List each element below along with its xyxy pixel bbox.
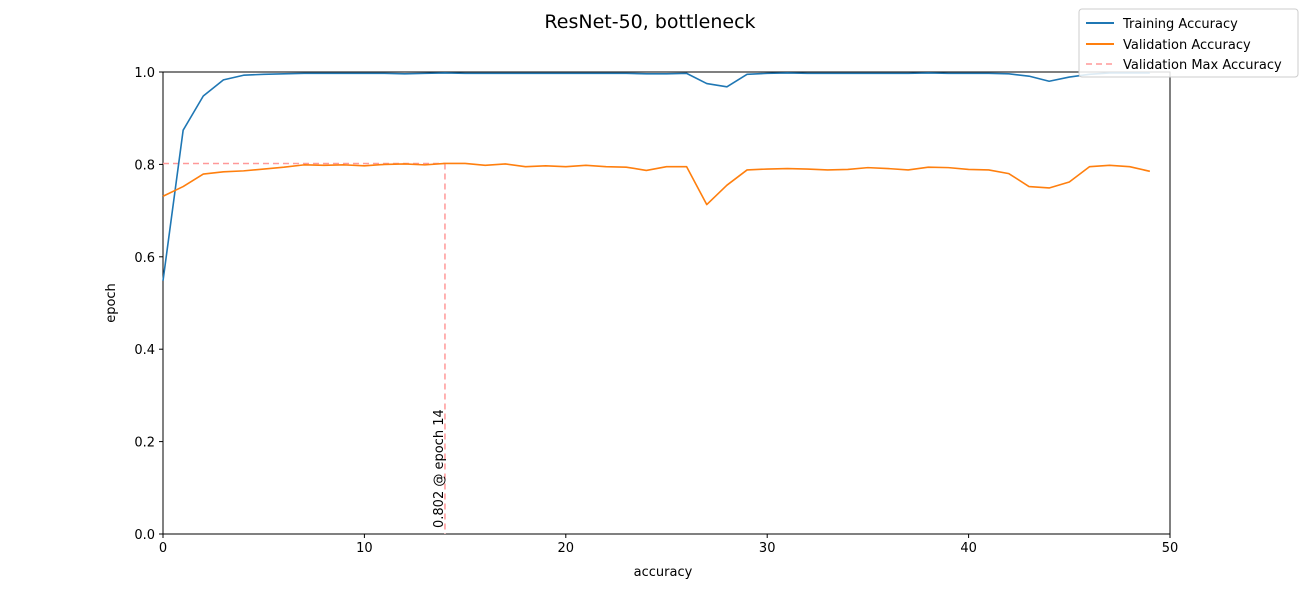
y-axis: 0.0 0.2 0.4 0.6 0.8 1.0 <box>134 66 163 543</box>
x-tick-label: 0 <box>159 541 167 556</box>
legend-box <box>1078 8 1299 78</box>
y-tick-label: 0.2 <box>134 436 155 451</box>
x-tick-label: 10 <box>356 541 373 556</box>
max-annotation: 0.802 @ epoch 14 <box>432 409 447 528</box>
series-lines <box>162 72 1151 281</box>
legend-label-validation: Validation Accuracy <box>1123 38 1251 53</box>
x-axis: 0 10 20 30 40 50 <box>159 534 1178 556</box>
plot-area: 0.802 @ epoch 14 <box>162 71 1171 535</box>
series-line-1 <box>162 162 1151 206</box>
y-tick-label: 0.8 <box>134 158 155 173</box>
y-tick-label: 0.0 <box>134 528 155 543</box>
x-axis-label: accuracy <box>634 565 693 580</box>
series-line-0 <box>162 72 1150 281</box>
x-tick-label: 50 <box>1162 541 1179 556</box>
x-tick-label: 40 <box>960 541 977 556</box>
legend-label-training: Training Accuracy <box>1122 17 1238 32</box>
y-tick-label: 0.6 <box>134 251 155 266</box>
chart-title: ResNet-50, bottleneck <box>544 11 755 33</box>
x-tick-label: 20 <box>558 541 575 556</box>
legend: Training Accuracy Validation Accuracy Va… <box>1078 8 1299 78</box>
y-tick-label: 1.0 <box>134 66 155 81</box>
plot-frame <box>162 71 1171 535</box>
legend-label-max: Validation Max Accuracy <box>1123 58 1282 73</box>
x-tick-label: 30 <box>759 541 776 556</box>
y-axis-label: epoch <box>104 283 119 323</box>
y-tick-label: 0.4 <box>134 343 155 358</box>
